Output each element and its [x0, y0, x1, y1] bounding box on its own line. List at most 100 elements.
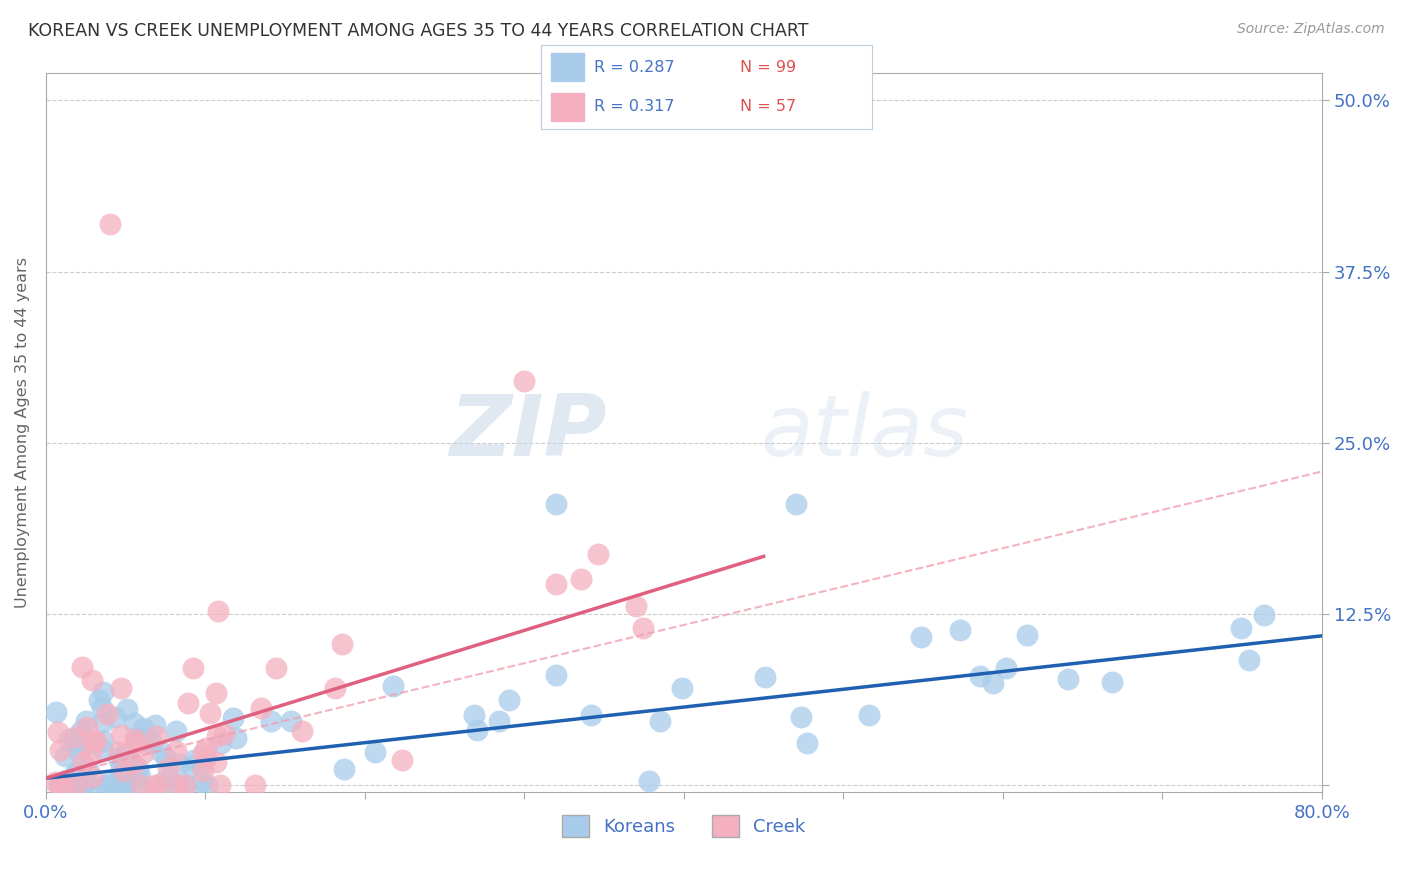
Point [58, 732, 80, 747]
Point [107, 751, 129, 765]
Point [250, 700, 273, 714]
Point [650, 714, 672, 729]
Point [87, 693, 110, 707]
Point [114, 778, 136, 792]
Point [67, 745, 90, 759]
Y-axis label: Unemployment Among Ages 35 to 44 years: Unemployment Among Ages 35 to 44 years [15, 257, 30, 608]
Point [209, 735, 232, 749]
Point [90, 701, 112, 715]
FancyBboxPatch shape [551, 93, 585, 120]
Point [190, 775, 212, 789]
Point [104, 778, 127, 792]
Point [48, 778, 70, 792]
Point [122, 756, 145, 771]
Point [624, 599, 647, 613]
Point [155, 750, 177, 764]
Point [72, 778, 94, 792]
Point [104, 710, 127, 724]
Point [191, 746, 214, 760]
Point [155, 772, 177, 786]
Point [72, 778, 94, 792]
Point [75, 714, 97, 728]
Point [167, 757, 190, 772]
Point [60, 778, 83, 792]
Point [145, 778, 167, 792]
Point [1101, 675, 1123, 690]
Point [112, 764, 135, 778]
Point [115, 701, 138, 715]
Point [122, 716, 145, 731]
Point [72, 755, 94, 769]
Point [332, 762, 354, 776]
Point [132, 721, 155, 735]
Point [167, 778, 190, 792]
Point [546, 497, 568, 511]
Point [77, 762, 100, 776]
Point [949, 623, 972, 637]
Point [45, 705, 67, 719]
Point [131, 731, 153, 746]
Point [129, 769, 152, 783]
Text: KOREAN VS CREEK UNEMPLOYMENT AMONG AGES 35 TO 44 YEARS CORRELATION CHART: KOREAN VS CREEK UNEMPLOYMENT AMONG AGES … [28, 22, 808, 40]
Point [110, 728, 132, 742]
Point [143, 718, 166, 732]
Point [208, 778, 231, 792]
Point [391, 753, 413, 767]
Point [754, 670, 776, 684]
Point [110, 681, 132, 696]
Point [66, 778, 89, 792]
Point [49, 778, 72, 792]
Point [44, 774, 66, 789]
Point [1253, 607, 1275, 622]
Point [183, 753, 205, 767]
Point [125, 771, 148, 785]
Point [49, 743, 72, 757]
Point [156, 761, 179, 775]
Point [96, 777, 118, 791]
Point [114, 778, 136, 792]
Text: Source: ZipAtlas.com: Source: ZipAtlas.com [1237, 22, 1385, 37]
Point [671, 681, 693, 696]
Point [191, 764, 214, 778]
Point [280, 714, 302, 728]
Point [127, 761, 149, 775]
Point [132, 746, 155, 760]
Point [124, 732, 146, 747]
Point [145, 729, 167, 743]
Point [108, 770, 131, 784]
Point [191, 758, 214, 772]
Point [165, 744, 187, 758]
Point [1056, 672, 1078, 686]
Point [330, 637, 353, 651]
Point [544, 577, 567, 591]
Point [79, 747, 101, 761]
Point [194, 740, 217, 755]
Point [66, 736, 89, 750]
Point [166, 778, 188, 792]
Text: R = 0.287: R = 0.287 [595, 60, 675, 75]
Point [115, 778, 138, 792]
Point [165, 724, 187, 739]
Point [65, 768, 87, 782]
Point [204, 686, 226, 700]
Point [91, 733, 114, 747]
Point [65, 731, 87, 745]
Point [141, 736, 163, 750]
Point [91, 684, 114, 698]
Point [207, 604, 229, 618]
Point [981, 676, 1004, 690]
Point [638, 773, 661, 788]
Point [135, 733, 157, 747]
Point [53, 778, 76, 792]
Point [98, 217, 121, 231]
Text: ZIP: ZIP [450, 391, 607, 474]
Point [114, 747, 136, 762]
Point [785, 497, 807, 511]
Point [55, 772, 77, 787]
Point [1239, 653, 1261, 667]
Point [222, 711, 245, 725]
Point [84, 734, 107, 748]
Point [544, 668, 567, 682]
Point [108, 745, 131, 759]
Point [200, 706, 222, 720]
